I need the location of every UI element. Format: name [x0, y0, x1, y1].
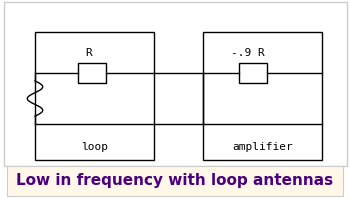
- Bar: [78, 63, 106, 83]
- Text: amplifier: amplifier: [232, 142, 293, 152]
- Bar: [7, 166, 343, 196]
- Bar: [4, 2, 346, 166]
- Text: R: R: [85, 48, 92, 58]
- Text: -.9 R: -.9 R: [231, 48, 265, 58]
- Bar: [35, 32, 154, 160]
- Bar: [203, 32, 322, 160]
- Text: Low in frequency with loop antennas: Low in frequency with loop antennas: [16, 173, 334, 188]
- Bar: [239, 63, 267, 83]
- Text: loop: loop: [81, 142, 108, 152]
